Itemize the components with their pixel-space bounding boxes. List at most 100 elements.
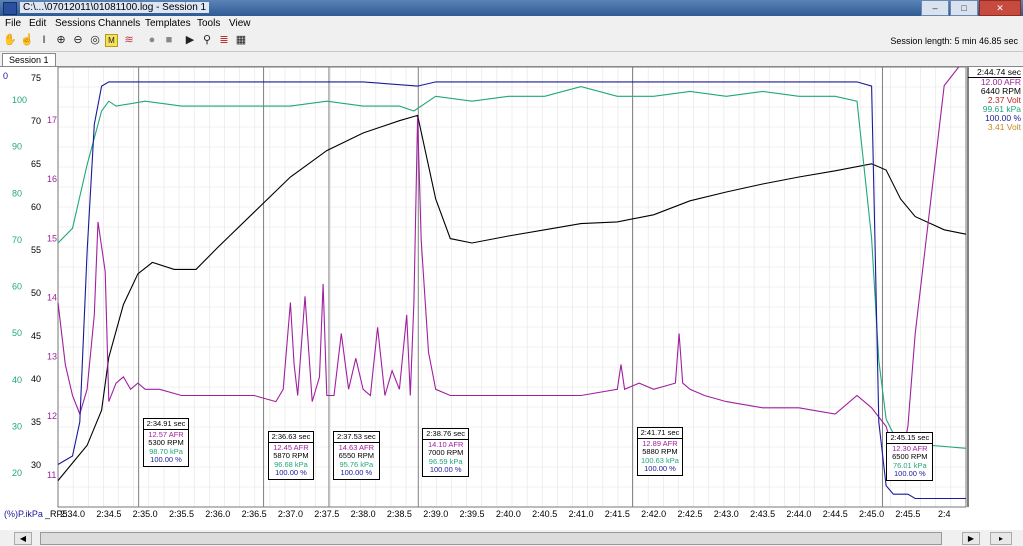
legend-volt: 2.37 Volt bbox=[987, 95, 1021, 105]
x-tick-label: 2:40.0 bbox=[495, 509, 521, 519]
legend-time: 2:44.74 sec bbox=[968, 68, 1021, 78]
readout-percent: 100.00 % bbox=[893, 469, 926, 479]
hand-icon[interactable]: ✋ bbox=[3, 34, 17, 46]
rpm-tick-label: 35 bbox=[31, 417, 41, 427]
session-length: Session length: 5 min 46.85 sec bbox=[890, 36, 1018, 46]
rpm-tick-label: 45 bbox=[31, 331, 41, 341]
toolbar: ✋ ☝ I ⊕ ⊖ ◎ M ≋ ● ■ ▶ ⚲ ≣ ▦ Session leng… bbox=[0, 31, 1023, 52]
app-icon bbox=[3, 2, 17, 15]
rpm-tick-label: 65 bbox=[31, 159, 41, 169]
select-icon[interactable]: ☝ bbox=[20, 34, 34, 46]
x-tick-label: 2:4 bbox=[937, 509, 951, 519]
cursor-readout-box: 2:38.76 sec 14.10 AFR 7000 RPM 96.59 kPa 100… bbox=[422, 428, 470, 477]
legend-afr: 12.00 AFR bbox=[980, 77, 1021, 87]
afr-tick-label: 15 bbox=[47, 233, 57, 243]
x-tick-label: 2:36.0 bbox=[205, 509, 231, 519]
readout-kpa: 76.01 kPa bbox=[892, 460, 927, 470]
afr-tick-label: 11 bbox=[47, 470, 56, 480]
cursor-icon[interactable]: I bbox=[42, 34, 46, 46]
minimize-button[interactable]: – bbox=[921, 0, 949, 16]
series-rpm-line bbox=[57, 114, 967, 481]
rpm-tick-label: 50 bbox=[31, 288, 41, 298]
readout-kpa: 100.63 kPa bbox=[640, 455, 679, 465]
rpm-tick-label: 40 bbox=[31, 374, 41, 384]
scroll-right-button[interactable]: ▶ bbox=[962, 532, 980, 545]
kpa-tick-label: 60 bbox=[12, 282, 22, 292]
zoom-fit-icon[interactable]: ◎ bbox=[90, 34, 100, 46]
kpa-tick-label: 50 bbox=[12, 328, 22, 338]
plot-frame bbox=[57, 67, 967, 508]
x-tick-label: 2:45.0 bbox=[859, 509, 885, 519]
menu-tools[interactable]: Tools bbox=[197, 18, 221, 29]
close-button[interactable]: ✕ bbox=[979, 0, 1021, 16]
readout-afr: 14.63 AFR bbox=[338, 442, 375, 452]
menu-view[interactable]: View bbox=[229, 18, 251, 29]
chart-icon[interactable]: ≣ bbox=[219, 34, 229, 46]
cursor-readout-box: 2:36.63 sec 12.45 AFR 5870 RPM 96.68 kPa 100… bbox=[267, 431, 315, 480]
tab-session-1[interactable]: Session 1 bbox=[2, 53, 56, 67]
menu-sessions[interactable]: Sessions bbox=[55, 18, 96, 29]
readout-afr: 12.89 AFR bbox=[642, 438, 678, 448]
readout-kpa: 95.76 kPa bbox=[339, 459, 374, 469]
cursor-readout-box: 2:41.71 sec 12.89 AFR 5880 RPM 100.63 kPa 10… bbox=[636, 427, 684, 476]
readout-percent: 100.00 % bbox=[644, 464, 676, 474]
afr-tick-label: 16 bbox=[47, 174, 57, 184]
scroll-thumb[interactable] bbox=[40, 532, 942, 545]
window-title-bar: C:\...\07012011\01081100.log - Session 1… bbox=[0, 0, 1023, 16]
x-axis-labels: (%)P.ikPa _RP5 2:34.0 2:34.5 2:35.0 2:35.5 2… bbox=[0, 509, 1023, 521]
afr-tick-label: 12 bbox=[47, 411, 57, 421]
legend: 2:44.74 sec 12.00 AFR 6440 RPM 2.37 Volt… bbox=[968, 68, 1021, 132]
readout-kpa: 98.70 kPa bbox=[149, 446, 183, 456]
readout-rpm: 5870 RPM bbox=[273, 451, 309, 461]
menu-bar: File Edit Sessions Channels Templates To… bbox=[0, 16, 1023, 31]
scroll-left-button[interactable]: ◀ bbox=[14, 532, 32, 545]
menu-channels[interactable]: Channels bbox=[98, 18, 141, 29]
top-zero-label: 0 bbox=[3, 71, 8, 81]
x-tick-label: 2:42.5 bbox=[677, 509, 703, 519]
grid-icon[interactable]: ▦ bbox=[235, 34, 247, 46]
readout-rpm: 7000 RPM bbox=[427, 448, 464, 458]
record-icon[interactable]: ● bbox=[148, 34, 156, 46]
x-tick-label: 2:41.0 bbox=[568, 509, 594, 519]
readout-afr: 12.30 AFR bbox=[892, 443, 928, 453]
kpa-tick-label: 30 bbox=[12, 421, 22, 431]
kpa-tick-label: 90 bbox=[12, 142, 22, 152]
x-tick-label: 2:35.5 bbox=[168, 509, 194, 519]
x-tick-label: 2:40.5 bbox=[532, 509, 558, 519]
readout-afr: 12.45 AFR bbox=[273, 442, 309, 452]
stop-icon[interactable]: ■ bbox=[165, 34, 173, 46]
kpa-tick-label: 70 bbox=[12, 235, 22, 245]
menu-file[interactable]: File bbox=[5, 18, 22, 29]
find-icon[interactable]: ⚲ bbox=[202, 34, 212, 46]
marker-icon[interactable]: M bbox=[105, 34, 118, 47]
play-icon[interactable]: ▶ bbox=[185, 34, 195, 46]
x-tick-label: 2:41.5 bbox=[604, 509, 630, 519]
cursor-readout-box: 2:34.91 sec 12.57 AFR 5300 RPM 98.70 kPa 100… bbox=[142, 418, 190, 467]
maximize-button[interactable]: □ bbox=[950, 0, 978, 16]
rpm-tick-label: 55 bbox=[31, 245, 41, 255]
readout-time: 2:37.53 sec bbox=[333, 432, 379, 443]
legend-rpm: 6440 RPM bbox=[980, 86, 1021, 96]
readout-rpm: 5880 RPM bbox=[642, 447, 678, 457]
lap-icon[interactable]: ≋ bbox=[124, 34, 134, 46]
x-tick-label: 2:36.5 bbox=[241, 509, 267, 519]
menu-templates[interactable]: Templates bbox=[145, 18, 191, 29]
readout-percent: 100.00 % bbox=[429, 465, 462, 475]
zoom-out-icon[interactable]: ⊖ bbox=[73, 34, 83, 46]
x-tick-label: 2:34.0 bbox=[60, 509, 86, 519]
rpm-tick-label: 60 bbox=[31, 202, 41, 212]
menu-edit[interactable]: Edit bbox=[29, 18, 47, 29]
kpa-tick-label: 20 bbox=[12, 468, 22, 478]
x-tick-label: 2:44.5 bbox=[822, 509, 848, 519]
x-tick-label: 2:34.5 bbox=[96, 509, 122, 519]
horizontal-scrollbar[interactable]: ◀ ▶ ▸ bbox=[0, 530, 1023, 546]
cursor-readout-box: 2:45.15 sec 12.30 AFR 6500 RPM 76.01 kPa 100… bbox=[886, 432, 934, 481]
x-tick-label: 2:37.0 bbox=[277, 509, 303, 519]
kpa-tick-label: 40 bbox=[12, 375, 22, 385]
readout-time: 2:34.91 sec bbox=[143, 419, 189, 430]
rpm-tick-label: 70 bbox=[31, 116, 41, 126]
readout-rpm: 6500 RPM bbox=[892, 452, 928, 462]
zoom-in-icon[interactable]: ⊕ bbox=[56, 34, 66, 46]
rpm-tick-label: 30 bbox=[31, 460, 41, 470]
scroll-zoom-button[interactable]: ▸ bbox=[990, 532, 1012, 545]
